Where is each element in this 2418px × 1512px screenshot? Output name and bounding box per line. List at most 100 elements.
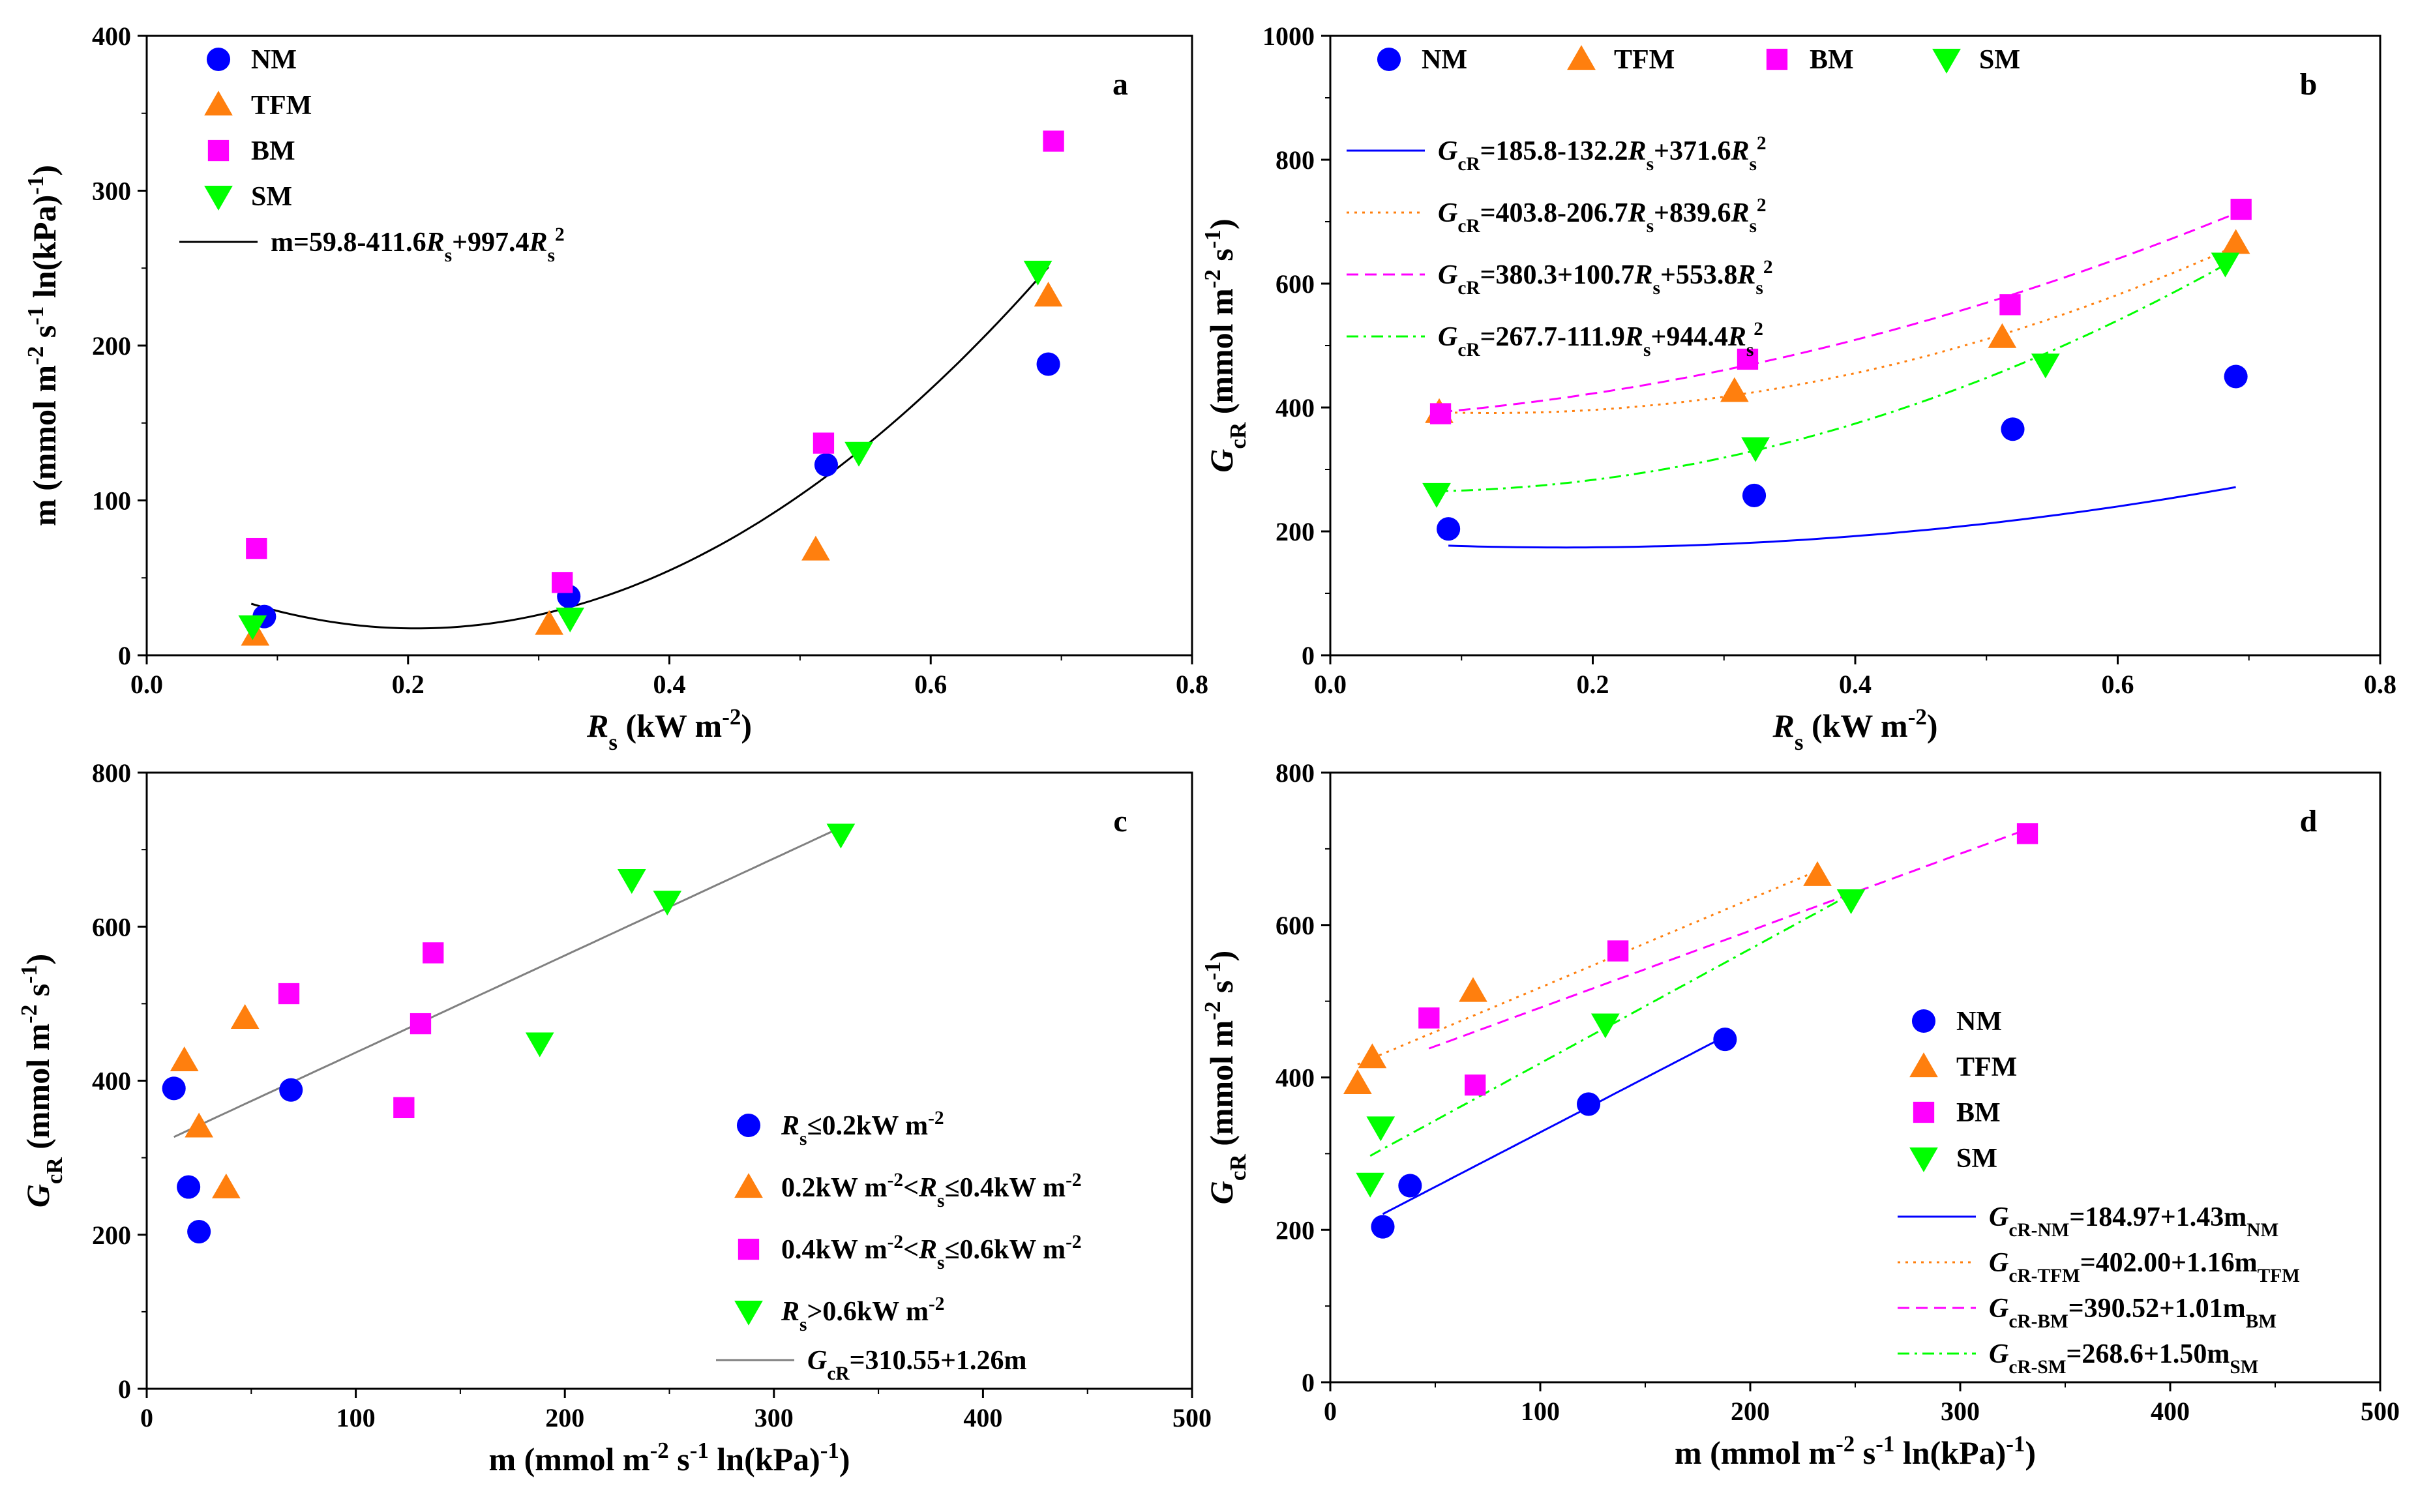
data-point bbox=[552, 572, 573, 593]
chart-panel-a: 0.0 0.2 0.4 0.6 0.8 0 100 200 300 400 Rs (kW m-2) m… bbox=[23, 22, 1209, 755]
legend-marker bbox=[1913, 1101, 1935, 1123]
chart-panel-b: 0.0 0.2 0.4 0.6 0.8 0 200 400 600 800 1000 Rs (kW m… bbox=[1200, 22, 2397, 755]
x-tick-label: 100 bbox=[1521, 1397, 1560, 1426]
data-point bbox=[1720, 377, 1749, 402]
x-tick-label: 0.2 bbox=[392, 670, 425, 699]
y-tick-label: 800 bbox=[1276, 145, 1315, 175]
fit-lines bbox=[173, 826, 842, 1138]
legend-label: SM bbox=[1956, 1144, 1997, 1174]
legend-marker bbox=[1766, 48, 1788, 70]
y-tick-label: 0 bbox=[1302, 641, 1315, 670]
legend-marker bbox=[1909, 1052, 1938, 1078]
data-point bbox=[1398, 1174, 1422, 1198]
legend: NM TFM BM SM GcR-NM=184.97+1.43mNM GcR-TFM=40… bbox=[1898, 1007, 2300, 1378]
data-point bbox=[1742, 483, 1767, 507]
legend-marker bbox=[734, 1173, 763, 1198]
data-point bbox=[1429, 403, 1452, 424]
data-point bbox=[1034, 282, 1063, 307]
y-tick-label: 200 bbox=[92, 1221, 131, 1250]
legend-fit-label: GcR-NM=184.97+1.43mNM bbox=[1989, 1202, 2278, 1241]
data-point bbox=[1459, 977, 1487, 1002]
y-tick-label: 100 bbox=[92, 486, 131, 516]
x-tick-label: 0 bbox=[140, 1403, 153, 1432]
legend-marker bbox=[1377, 47, 1401, 72]
y-tick-label: 200 bbox=[1276, 517, 1315, 546]
x-tick-label: 500 bbox=[1172, 1403, 1212, 1432]
data-point bbox=[844, 441, 873, 467]
data-point bbox=[393, 1097, 415, 1118]
legend-label: SM bbox=[1979, 45, 2020, 75]
x-tick-label: 200 bbox=[1731, 1397, 1770, 1426]
x-tick-label: 300 bbox=[754, 1403, 794, 1432]
legend-label: TFM bbox=[251, 91, 312, 121]
legend-label: TFM bbox=[1956, 1052, 2017, 1082]
data-point bbox=[2211, 252, 2240, 278]
data-point bbox=[410, 1013, 432, 1035]
legend-marker bbox=[204, 185, 233, 211]
y-tick-label: 400 bbox=[1276, 1063, 1315, 1093]
x-tick-label: 0.6 bbox=[2102, 670, 2134, 699]
legend-label: 0.2kW m-2<Rs≤0.4kW m-2 bbox=[781, 1170, 1082, 1211]
x-tick-label: 400 bbox=[2151, 1397, 2190, 1426]
x-axis-label: m (mmol m-2 s-1 ln(kPa)-1) bbox=[488, 1438, 850, 1478]
data-point bbox=[1741, 437, 1770, 462]
fit-line bbox=[1436, 263, 2226, 492]
y-tick-label: 1000 bbox=[1262, 22, 1315, 51]
legend-marker bbox=[736, 1113, 761, 1138]
fit-line bbox=[1382, 1035, 1726, 1215]
data-point bbox=[1343, 1069, 1372, 1094]
panel-label: c bbox=[1113, 804, 1127, 838]
y-tick-label: 200 bbox=[92, 331, 131, 361]
y-axis-label: GcR (mmol m-2 s-1) bbox=[1200, 218, 1251, 472]
legend-marker bbox=[738, 1238, 760, 1260]
data-points bbox=[1422, 198, 2252, 541]
data-point bbox=[423, 942, 444, 964]
legend-marker bbox=[204, 91, 233, 116]
plot-frame bbox=[145, 35, 1193, 657]
legend-marker bbox=[207, 140, 230, 162]
legend-label: 0.4kW m-2<Rs≤0.6kW m-2 bbox=[781, 1232, 1082, 1273]
legend: NM TFM BM SM GcR=185.8-132.2Rs+371.6Rs2 GcR=4… bbox=[1347, 45, 2020, 361]
legend-fit-label: GcR-SM=268.6+1.50mSM bbox=[1989, 1339, 2258, 1378]
y-tick-label: 300 bbox=[92, 177, 131, 206]
x-axis-label: Rs (kW m-2) bbox=[586, 704, 752, 755]
data-point bbox=[2001, 417, 2025, 441]
data-point bbox=[187, 1219, 211, 1244]
data-point bbox=[2230, 198, 2252, 220]
plot-frame bbox=[145, 771, 1193, 1390]
x-tick-label: 300 bbox=[1941, 1397, 1980, 1426]
x-tick-label: 0.0 bbox=[130, 670, 163, 699]
chart-panel-c: 0 100 200 300 400 500 0 200 400 600 800 m (mmol m-2… bbox=[16, 758, 1212, 1477]
y-tick-label: 0 bbox=[118, 1374, 131, 1404]
data-point bbox=[653, 891, 682, 916]
chart-panel-d: 0 100 200 300 400 500 0 200 400 600 800 m (mmol m-2… bbox=[1200, 758, 2400, 1471]
legend-label: NM bbox=[1956, 1007, 2002, 1037]
legend-fit-label: m=59.8-411.6Rs+997.4Rs2 bbox=[271, 224, 565, 266]
legend-fit-label: GcR=267.7-111.9Rs+944.4Rs2 bbox=[1438, 319, 1763, 361]
fit-line bbox=[250, 266, 1049, 630]
data-point bbox=[1607, 940, 1629, 962]
y-tick-label: 600 bbox=[92, 912, 131, 941]
data-point bbox=[1356, 1172, 1385, 1198]
data-point bbox=[1418, 1007, 1440, 1029]
y-axis-label: GcR (mmol m-2 s-1) bbox=[1200, 951, 1251, 1204]
legend-marker bbox=[206, 47, 231, 72]
data-point bbox=[211, 1173, 241, 1198]
legend-marker bbox=[1911, 1009, 1936, 1033]
x-tick-label: 0.8 bbox=[2364, 670, 2396, 699]
legend-fit-label: GcR=185.8-132.2Rs+371.6Rs2 bbox=[1438, 133, 1767, 175]
legend-label: NM bbox=[251, 45, 297, 75]
x-tick-label: 0.6 bbox=[914, 670, 947, 699]
y-axis-label: GcR (mmol m-2 s-1) bbox=[16, 954, 67, 1208]
data-point bbox=[1358, 1043, 1387, 1069]
y-axis-label: m (mmol m-2 s-1 ln(kPa)-1) bbox=[23, 165, 63, 526]
x-tick-label: 400 bbox=[963, 1403, 1002, 1432]
y-tick-label: 600 bbox=[1276, 269, 1315, 299]
legend-label: NM bbox=[1422, 45, 1467, 75]
x-tick-label: 0.4 bbox=[1839, 670, 1872, 699]
data-point bbox=[177, 1175, 201, 1199]
fit-lines bbox=[250, 266, 1049, 630]
legend-label: BM bbox=[1810, 45, 1854, 75]
data-point bbox=[238, 615, 267, 640]
